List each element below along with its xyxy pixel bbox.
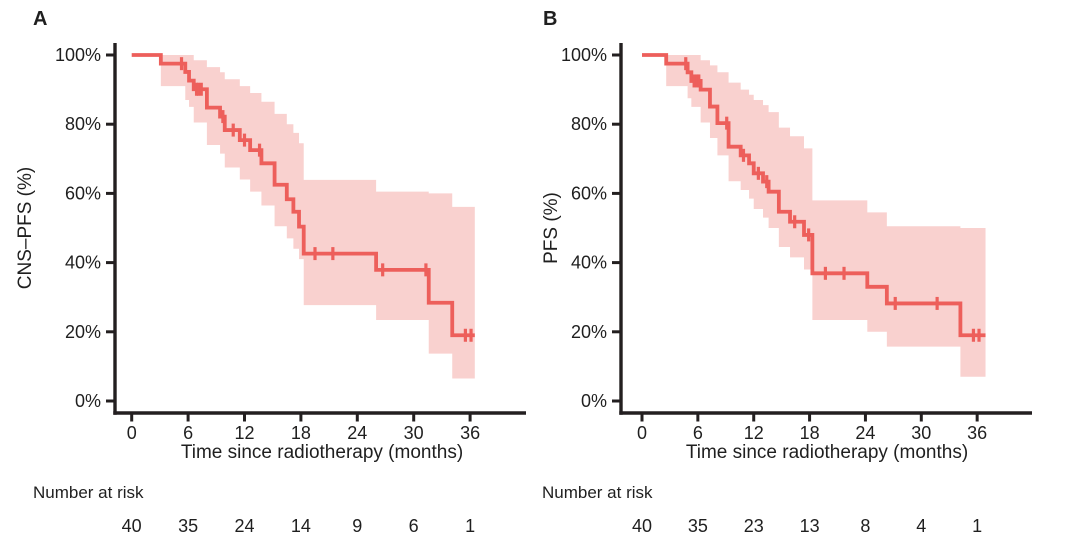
risk-count: 8 [860, 516, 871, 536]
censor-marks-a [179, 57, 473, 342]
km-panel-b: 0% 20% 40% 60% 80% 100% 0 6 12 18 24 30 36 [561, 43, 1032, 443]
risk-count: 40 [631, 516, 653, 536]
y-tick-label: 100% [561, 45, 607, 65]
panel-b-letter: B [543, 8, 558, 30]
x-tick-label: 36 [967, 423, 987, 443]
x-tick-label: 0 [127, 423, 137, 443]
x-tick-label: 24 [855, 423, 875, 443]
censor-marks-b [684, 57, 981, 342]
x-tick-label: 18 [291, 423, 311, 443]
risk-count: 35 [178, 516, 199, 536]
confidence-band-b [666, 55, 986, 377]
panel-a-y-axis-title: CNS–PFS (%) [15, 166, 36, 290]
y-tick-label: 40% [571, 253, 607, 273]
x-tick-label: 24 [347, 423, 367, 443]
x-tick-label: 12 [234, 423, 254, 443]
x-tick-label: 6 [693, 423, 703, 443]
y-tick-label: 100% [55, 45, 101, 65]
risk-count: 1 [972, 516, 983, 536]
x-tick-label: 30 [911, 423, 931, 443]
panel-a-risk-table-label: Number at risk [33, 483, 144, 502]
axes-a: 0% 20% 40% 60% 80% 100% 0 6 12 18 24 30 36 [55, 43, 526, 443]
risk-count: 6 [408, 516, 419, 536]
y-tick-label: 0% [581, 391, 607, 411]
y-tick-label: 80% [65, 114, 101, 134]
risk-count: 24 [234, 516, 255, 536]
x-tick-label: 6 [183, 423, 193, 443]
risk-count: 1 [465, 516, 476, 536]
x-tick-label: 18 [800, 423, 820, 443]
risk-count: 9 [352, 516, 363, 536]
panel-b-y-axis-title: PFS (%) [541, 192, 562, 264]
risk-count: 23 [743, 516, 764, 536]
y-tick-label: 20% [65, 322, 101, 342]
y-tick-label: 80% [571, 114, 607, 134]
y-tick-label: 60% [65, 183, 101, 203]
risk-count: 14 [290, 516, 311, 536]
y-tick-label: 60% [571, 183, 607, 203]
risk-count: 13 [799, 516, 820, 536]
axes-b: 0% 20% 40% 60% 80% 100% 0 6 12 18 24 30 36 [561, 43, 1032, 443]
km-survival-line-a [131, 53, 475, 338]
panel-b-risk-table-label: Number at risk [542, 483, 653, 502]
y-tick-label: 20% [571, 322, 607, 342]
y-tick-label: 40% [65, 253, 101, 273]
risk-count: 4 [916, 516, 927, 536]
risk-count: 40 [121, 516, 142, 536]
x-tick-label: 30 [404, 423, 424, 443]
y-tick-label: 0% [75, 391, 101, 411]
panel-b-x-axis-title: Time since radiotherapy (months) [685, 442, 969, 463]
risk-count: 35 [687, 516, 708, 536]
km-panel-a: 0% 20% 40% 60% 80% 100% 0 6 12 18 24 30 36 [55, 43, 526, 443]
panel-a-x-axis-title: Time since radiotherapy (months) [180, 442, 464, 463]
panel-a-letter: A [33, 8, 48, 30]
x-tick-label: 0 [637, 423, 647, 443]
x-tick-label: 12 [744, 423, 764, 443]
x-tick-label: 36 [460, 423, 480, 443]
